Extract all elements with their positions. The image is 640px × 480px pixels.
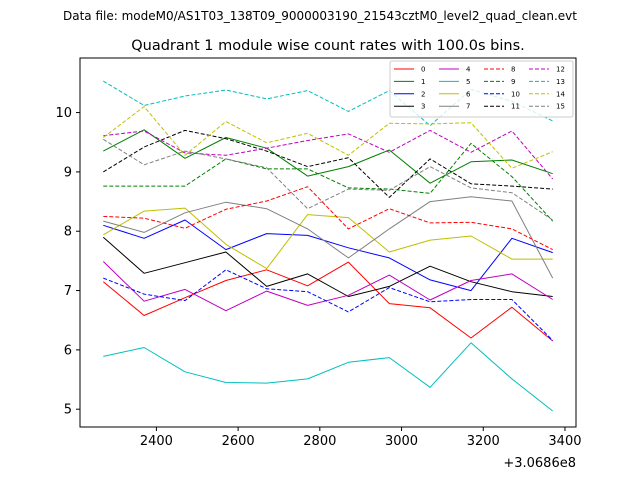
series-line-0 [102,261,554,342]
legend-label-13: 13 [556,78,565,86]
legend-label-3: 3 [421,103,425,111]
series-line-11 [103,129,553,198]
legend-label-8: 8 [511,66,515,74]
legend-label-15: 15 [556,103,565,111]
legend-label-14: 14 [556,90,565,98]
figure-suptitle: Data file: modeM0/AS1T03_138T09_90000031… [63,9,577,23]
y-tick-label: 5 [64,403,72,418]
legend-box [389,60,574,118]
y-tick-label: 9 [64,165,72,180]
legend-label-11: 11 [511,103,520,111]
series-line-14 [102,106,553,169]
legend-label-4: 4 [466,66,471,74]
legend-label-7: 7 [466,103,470,111]
legend-label-1: 1 [421,78,425,86]
legend-label-10: 10 [511,90,520,98]
x-tick-label: 2400 [140,434,173,449]
series-line-12 [103,129,554,180]
legend-label-2: 2 [421,90,425,98]
y-tick-label: 7 [64,284,72,299]
series-line-5 [103,342,554,412]
legend-label-9: 9 [511,78,515,86]
series-line-3 [102,236,553,297]
series-line-2 [103,219,553,292]
x-tick-label: 3200 [467,434,500,449]
legend-label-0: 0 [421,66,425,74]
x-tick-label: 2600 [222,434,255,449]
x-tick-label: 3000 [385,434,418,449]
plot-frame-border [79,57,577,428]
series-line-9 [103,142,554,222]
y-tick-label: 6 [64,343,72,358]
legend-label-6: 6 [466,90,471,98]
x-tick-label: 3400 [548,434,581,449]
plot-area [80,58,576,427]
y-tick-label: 8 [64,225,72,240]
legend-label-5: 5 [466,78,470,86]
series-line-6 [103,207,553,270]
series-line-10 [103,269,554,341]
series-line-4 [102,261,553,312]
y-axis: 5 6 7 8 9 10 [55,106,80,418]
x-axis-offset-label: +3.0686e8 [503,456,576,471]
x-tick-label: 2800 [303,434,336,449]
series-line-7 [103,196,554,279]
series-line-8 [103,186,553,251]
series-lines [102,80,554,412]
series-line-15 [103,138,553,221]
y-tick-label: 10 [55,106,72,121]
x-axis: 2400 2600 2800 3000 3200 3400 [140,427,582,449]
chart-title: Quadrant 1 module wise count rates with … [131,38,525,54]
legend-label-12: 12 [556,66,565,74]
